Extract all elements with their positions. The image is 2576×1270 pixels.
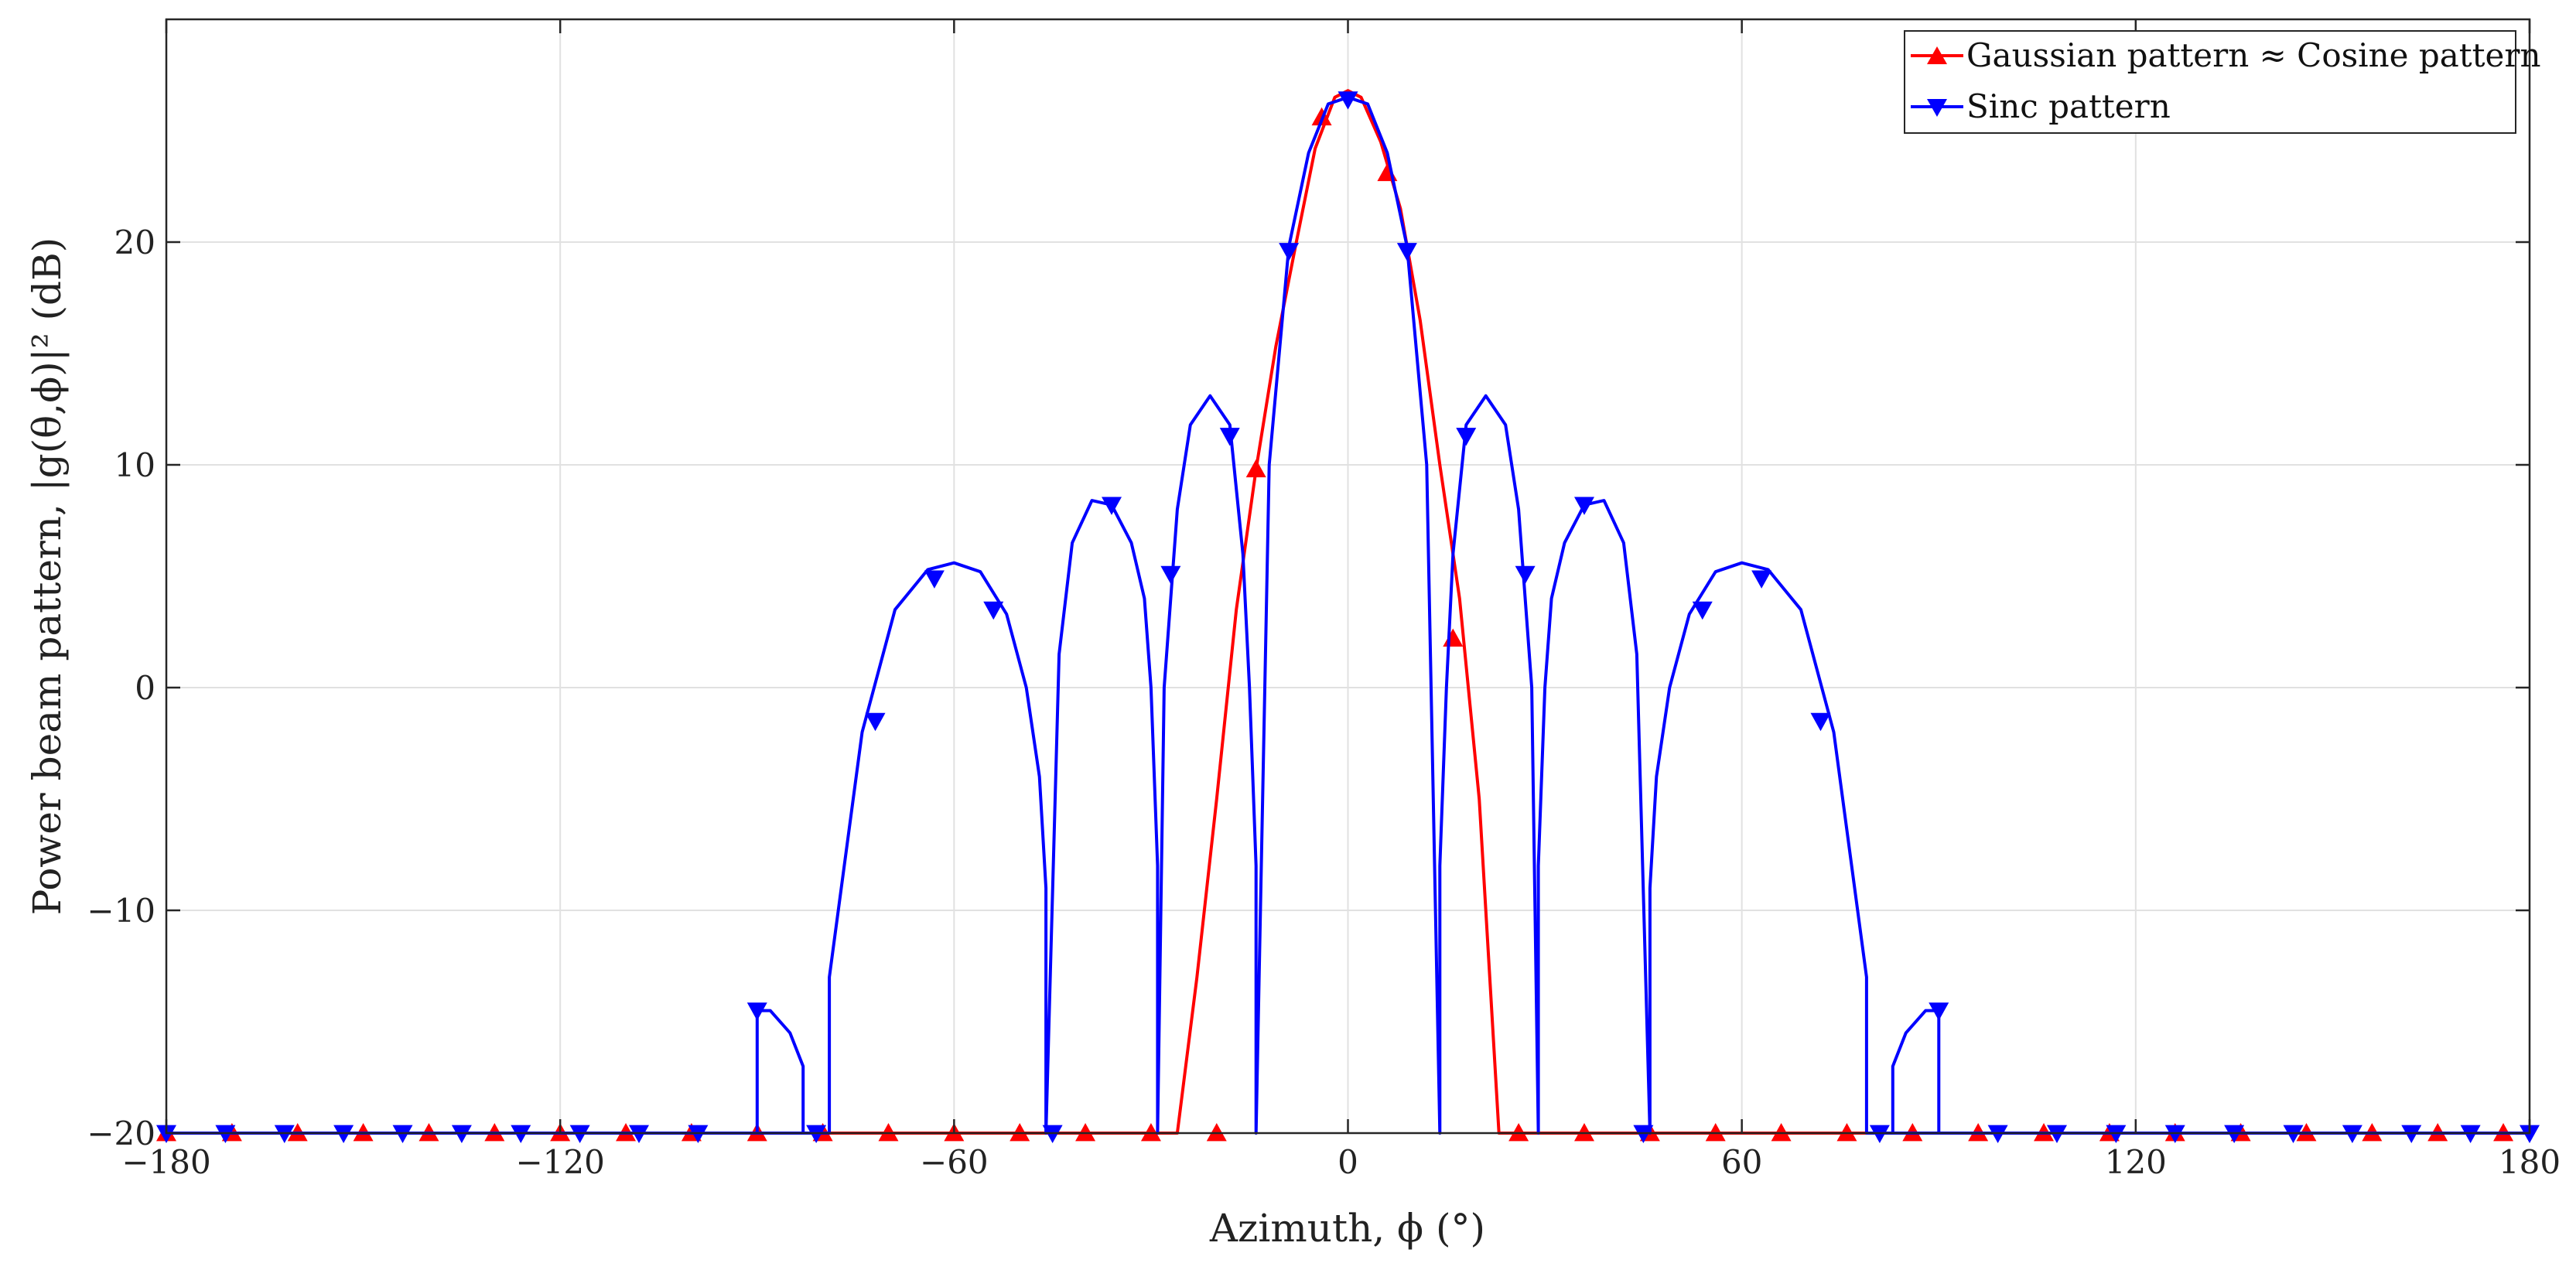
data-point	[1338, 91, 1358, 110]
data-point	[2047, 1125, 2067, 1143]
data-point	[1010, 1123, 1030, 1142]
data-point	[1633, 1125, 1654, 1143]
data-point	[1987, 1125, 2008, 1143]
data-point	[1508, 1123, 1529, 1142]
data-point	[1751, 570, 1772, 589]
x-tick-label: 120	[2105, 1143, 2167, 1181]
data-point	[1574, 1123, 1594, 1142]
y-tick-label: 20	[114, 224, 155, 261]
data-point	[865, 712, 886, 732]
x-tick-label: 180	[2499, 1143, 2561, 1181]
data-point	[392, 1125, 413, 1143]
data-point	[806, 1125, 827, 1143]
x-tick-label: 60	[1721, 1143, 1762, 1181]
data-point	[983, 601, 1004, 620]
data-point	[1206, 1123, 1227, 1142]
data-point	[274, 1125, 295, 1143]
y-axis-label: Power beam pattern, |g(θ,ϕ)|² (dB)	[25, 237, 70, 916]
ticks: −180 −120 −60 0 60 120 180 −20 −10 0 10 20	[87, 19, 2561, 1181]
data-point	[333, 1125, 354, 1143]
legend: Gaussian pattern ≈ Cosine pattern Sinc p…	[1904, 30, 2541, 134]
data-point	[688, 1125, 709, 1143]
data-point	[2283, 1125, 2304, 1143]
data-point	[2224, 1125, 2245, 1143]
legend-label-gaussian: Gaussian pattern ≈ Cosine pattern	[1966, 36, 2541, 74]
data-point	[1456, 428, 1477, 446]
x-tick-label: −180	[121, 1143, 210, 1181]
data-point	[629, 1125, 649, 1143]
data-point	[1705, 1123, 1726, 1142]
legend-box	[1904, 30, 2516, 134]
data-point	[1574, 497, 1594, 515]
data-point	[1771, 1123, 1792, 1142]
data-point	[1245, 459, 1266, 478]
data-point	[2460, 1125, 2481, 1143]
data-point	[156, 1125, 176, 1143]
data-point	[1692, 601, 1713, 620]
x-tick-label: 0	[1338, 1143, 1358, 1181]
data-point	[1836, 1123, 1857, 1142]
legend-marker-sinc	[1927, 99, 1947, 117]
y-tick-label: 10	[114, 446, 155, 484]
data-point	[1102, 497, 1122, 515]
data-point	[1515, 565, 1536, 585]
data-point	[1929, 1002, 1949, 1021]
data-point	[924, 570, 945, 589]
data-point	[1160, 565, 1181, 585]
data-point	[1219, 428, 1240, 446]
series-sinc	[156, 91, 2540, 1143]
data-point	[746, 1002, 767, 1021]
legend-label-sinc: Sinc pattern	[1966, 87, 2171, 125]
data-point	[2401, 1125, 2422, 1143]
series-layer	[156, 89, 2540, 1143]
data-point	[2342, 1125, 2362, 1143]
data-point	[511, 1125, 531, 1143]
data-point	[2106, 1125, 2127, 1143]
data-point	[1140, 1123, 1161, 1142]
data-point	[569, 1125, 590, 1143]
data-point	[1042, 1125, 1063, 1143]
x-tick-label: −60	[920, 1143, 989, 1181]
data-point	[1396, 243, 1417, 261]
data-point	[451, 1125, 472, 1143]
data-point	[2520, 1125, 2540, 1143]
y-tick-label: −10	[87, 892, 155, 930]
data-point	[1279, 243, 1300, 261]
x-tick-label: −120	[515, 1143, 604, 1181]
legend-marker-gaussian	[1927, 46, 1947, 64]
data-point	[2164, 1125, 2185, 1143]
y-tick-label: −20	[87, 1115, 155, 1152]
y-tick-label: 0	[135, 669, 155, 707]
x-axis-label: Azimuth, ϕ (°)	[1209, 1206, 1485, 1251]
data-point	[1075, 1123, 1096, 1142]
data-point	[878, 1123, 899, 1142]
data-point	[1869, 1125, 1890, 1143]
data-point	[1810, 712, 1831, 732]
data-point	[215, 1125, 236, 1143]
